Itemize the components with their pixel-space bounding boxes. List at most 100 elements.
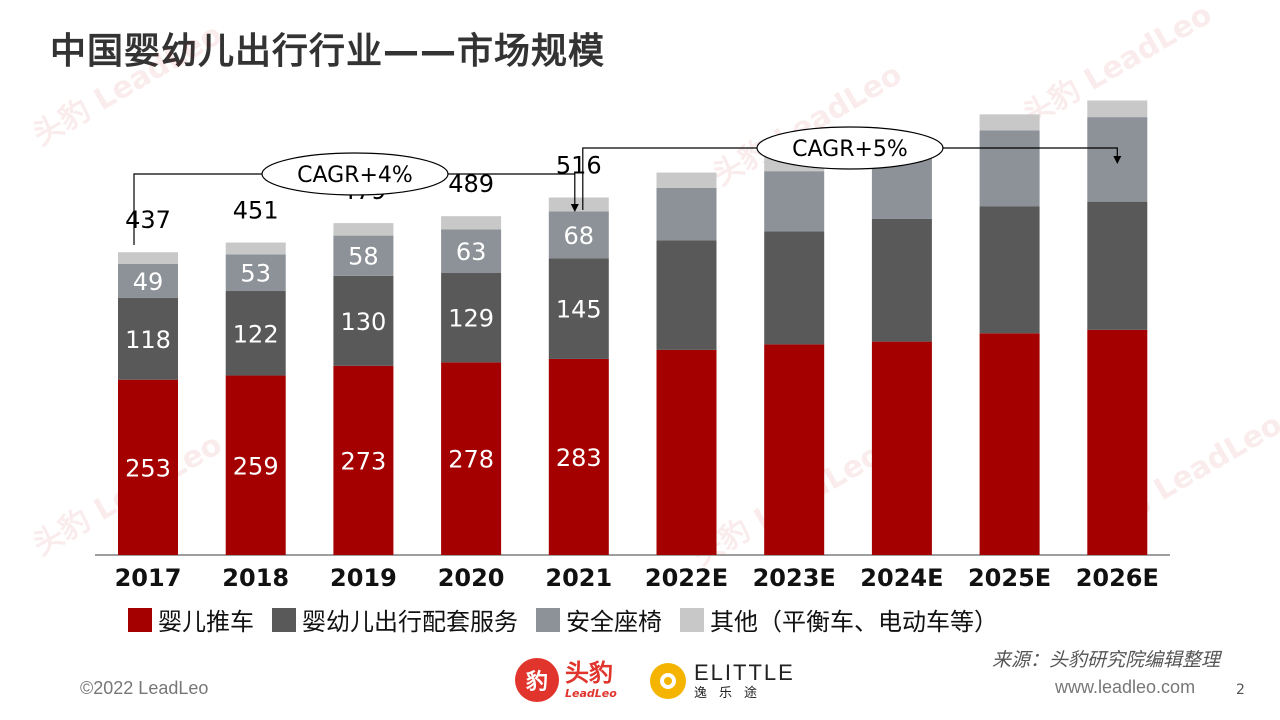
total-label: 489 bbox=[448, 170, 494, 198]
category-tick-label: 2025E bbox=[968, 564, 1051, 592]
category-tick-label: 2022E bbox=[645, 564, 728, 592]
logo-elittle-cn: 逸乐途 bbox=[694, 686, 770, 701]
category-tick-label: 2018 bbox=[222, 564, 289, 592]
elittle-logo-icon bbox=[650, 663, 686, 699]
bar-segment bbox=[979, 130, 1040, 207]
legend-item: 婴儿推车 bbox=[128, 602, 254, 637]
bar-segment bbox=[979, 206, 1040, 334]
elittle-logo: ELITTLE 逸乐途 bbox=[650, 662, 795, 700]
bar-segment bbox=[441, 229, 502, 274]
logo-leadleo-cn: 头豹 bbox=[565, 659, 613, 687]
data-label: 278 bbox=[448, 446, 494, 474]
bar-segment bbox=[1087, 100, 1148, 118]
logo-leadleo-en: LeadLeo bbox=[565, 687, 617, 700]
bar-segment bbox=[764, 171, 825, 232]
copyright-text: ©2022 LeadLeo bbox=[80, 678, 209, 698]
cagr-ellipse bbox=[261, 152, 449, 196]
chart-legend: 婴儿推车 婴幼儿出行配套服务 安全座椅 其他（平衡车、电动车等） bbox=[128, 602, 1016, 637]
bar-segment bbox=[441, 216, 502, 230]
category-tick-label: 2023E bbox=[753, 564, 836, 592]
bar-segment bbox=[118, 252, 178, 264]
bar-segment bbox=[225, 254, 286, 292]
bar-segment bbox=[333, 365, 394, 555]
data-label: 145 bbox=[556, 296, 602, 324]
legend-item: 婴幼儿出行配套服务 bbox=[272, 602, 518, 637]
bar-segment bbox=[333, 223, 394, 236]
stacked-bar-chart: 2531184943720172591225345120182731305847… bbox=[95, 100, 1170, 592]
bar-segment bbox=[871, 341, 932, 555]
logo-elittle-en: ELITTLE bbox=[694, 660, 795, 685]
data-label: 118 bbox=[125, 326, 171, 354]
page-title: 中国婴幼儿出行行业——市场规模 bbox=[50, 31, 606, 72]
category-tick-label: 2017 bbox=[115, 564, 182, 592]
data-label: 63 bbox=[456, 238, 487, 266]
leadleo-logo: 豹 头豹 LeadLeo bbox=[515, 658, 617, 702]
bar-segment bbox=[979, 114, 1040, 131]
bar-segment bbox=[441, 362, 502, 555]
bar-segment bbox=[656, 172, 717, 188]
cagr-annotations: CAGR+4% CAGR+5% bbox=[133, 126, 1122, 245]
data-label: 130 bbox=[340, 308, 386, 336]
category-tick-label: 2021 bbox=[545, 564, 612, 592]
legend-item: 其他（平衡车、电动车等） bbox=[680, 602, 998, 637]
legend-item: 安全座椅 bbox=[536, 602, 662, 637]
bar-segment bbox=[764, 344, 825, 555]
bar-segment bbox=[333, 235, 394, 276]
legend-label: 安全座椅 bbox=[566, 608, 662, 636]
bar-segment bbox=[764, 231, 825, 345]
bar-segment bbox=[1087, 201, 1148, 330]
data-label: 273 bbox=[340, 447, 386, 475]
bar-segment bbox=[441, 273, 502, 363]
data-label: 58 bbox=[348, 243, 379, 271]
bar-segment bbox=[118, 297, 178, 380]
data-label: 49 bbox=[133, 268, 164, 296]
legend-swatch bbox=[680, 607, 704, 632]
bars-group: 2531184943720172591225345120182731305847… bbox=[95, 100, 1170, 592]
cagr-label: CAGR+4% bbox=[297, 163, 413, 188]
category-tick-label: 2020 bbox=[438, 564, 505, 592]
legend-swatch bbox=[272, 607, 296, 632]
total-label: 451 bbox=[233, 197, 279, 225]
total-label: 437 bbox=[125, 206, 171, 234]
bar-segment bbox=[548, 258, 609, 359]
legend-swatch bbox=[536, 607, 560, 632]
data-label: 53 bbox=[240, 260, 271, 288]
bar-segment bbox=[656, 349, 717, 555]
total-label: 516 bbox=[556, 151, 602, 179]
bar-segment bbox=[1087, 329, 1148, 555]
data-label: 253 bbox=[125, 454, 171, 482]
data-label: 259 bbox=[233, 452, 279, 480]
category-tick-label: 2026E bbox=[1076, 564, 1159, 592]
bar-segment bbox=[548, 197, 609, 212]
data-label: 68 bbox=[564, 222, 595, 250]
website-link[interactable]: www.leadleo.com bbox=[1055, 677, 1196, 697]
bar-segment bbox=[656, 240, 717, 350]
data-label: 122 bbox=[233, 320, 279, 348]
legend-label: 婴幼儿出行配套服务 bbox=[302, 608, 518, 636]
cagr-label: CAGR+5% bbox=[792, 137, 908, 162]
bar-segment bbox=[548, 211, 609, 259]
bar-segment bbox=[548, 358, 609, 555]
arrow-head-icon bbox=[570, 204, 579, 212]
bar-segment bbox=[225, 375, 286, 555]
legend-label: 婴儿推车 bbox=[158, 608, 254, 636]
leopard-logo-icon: 豹 bbox=[515, 658, 559, 702]
page-number: 2 bbox=[1236, 682, 1245, 698]
category-tick-label: 2024E bbox=[860, 564, 943, 592]
bar-segment bbox=[333, 275, 394, 366]
category-tick-label: 2019 bbox=[330, 564, 397, 592]
bar-segment bbox=[225, 291, 286, 376]
cagr-ellipse bbox=[756, 126, 944, 170]
bar-segment bbox=[979, 333, 1040, 555]
bar-segment bbox=[871, 218, 932, 342]
bar-segment bbox=[656, 187, 717, 241]
data-label: 283 bbox=[556, 444, 602, 472]
legend-swatch bbox=[128, 607, 152, 632]
arrow-head-icon bbox=[1113, 156, 1122, 164]
source-note: 来源：头豹研究院编辑整理 bbox=[991, 649, 1220, 671]
bar-segment bbox=[118, 264, 178, 298]
bar-segment bbox=[118, 379, 178, 555]
bar-segment bbox=[225, 242, 286, 255]
legend-label: 其他（平衡车、电动车等） bbox=[710, 608, 998, 636]
data-label: 129 bbox=[448, 305, 494, 333]
